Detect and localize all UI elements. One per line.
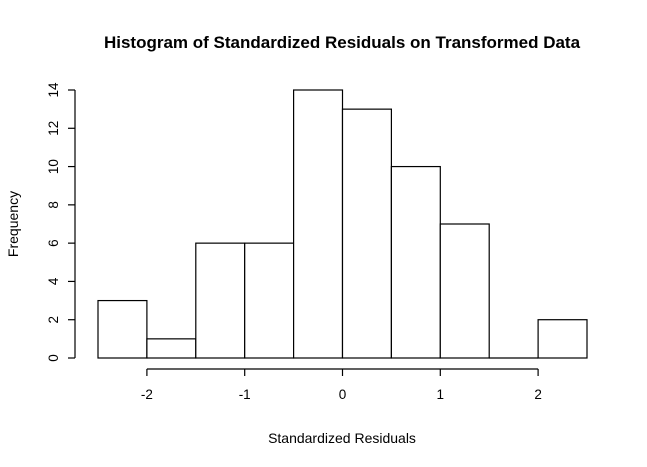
x-axis: -2 -1 0 1 2 xyxy=(141,368,542,402)
y-tick-label: 6 xyxy=(46,239,61,247)
histogram-bar xyxy=(390,165,441,359)
histogram-bar xyxy=(341,108,393,359)
y-axis-label: Frequency xyxy=(5,191,21,257)
y-tick-label: 10 xyxy=(46,159,61,174)
y-tick-label: 12 xyxy=(46,121,61,136)
x-tick-label: 1 xyxy=(437,387,445,402)
x-tick-label: 2 xyxy=(534,387,542,402)
y-axis: 0 2 4 6 8 10 12 14 xyxy=(46,82,76,362)
x-axis-label: Standardized Residuals xyxy=(268,430,416,446)
histogram-bar xyxy=(537,319,588,359)
histogram-bar xyxy=(97,299,148,359)
chart-title: Histogram of Standardized Residuals on T… xyxy=(104,33,581,52)
y-tick-label: 4 xyxy=(46,277,61,285)
histogram-bar xyxy=(195,242,246,359)
bars-group xyxy=(97,89,588,359)
y-tick-label: 2 xyxy=(46,316,61,324)
histogram-bar xyxy=(293,89,344,359)
histogram-bar xyxy=(146,338,197,359)
x-tick-label: -1 xyxy=(239,387,251,402)
histogram-bar xyxy=(244,242,295,359)
histogram-bar xyxy=(439,223,490,359)
x-tick-label: -2 xyxy=(141,387,153,402)
y-tick-label: 0 xyxy=(46,354,61,362)
y-tick-label: 14 xyxy=(46,82,61,98)
y-tick-label: 8 xyxy=(46,201,61,209)
x-tick-label: 0 xyxy=(339,387,347,402)
